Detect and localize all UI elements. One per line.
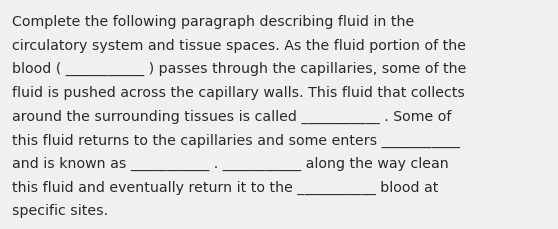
Text: this fluid and eventually return it to the ___________ blood at: this fluid and eventually return it to t… — [12, 180, 439, 194]
Text: around the surrounding tissues is called ___________ . Some of: around the surrounding tissues is called… — [12, 109, 451, 123]
Text: specific sites.: specific sites. — [12, 204, 108, 218]
Text: and is known as ___________ . ___________ along the way clean: and is known as ___________ . __________… — [12, 156, 449, 170]
Text: Complete the following paragraph describing fluid in the: Complete the following paragraph describ… — [12, 15, 415, 29]
Text: circulatory system and tissue spaces. As the fluid portion of the: circulatory system and tissue spaces. As… — [12, 38, 466, 52]
Text: this fluid returns to the capillaries and some enters ___________: this fluid returns to the capillaries an… — [12, 133, 460, 147]
Text: fluid is pushed across the capillary walls. This fluid that collects: fluid is pushed across the capillary wal… — [12, 86, 465, 100]
Text: blood ( ___________ ) passes through the capillaries, some of the: blood ( ___________ ) passes through the… — [12, 62, 466, 76]
